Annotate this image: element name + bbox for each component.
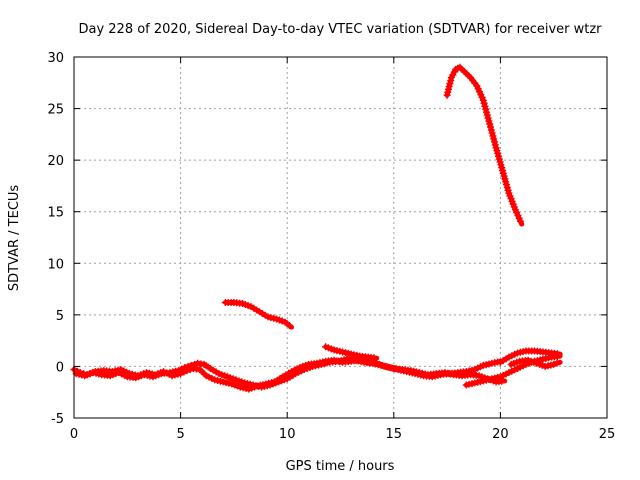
- data-point: [550, 360, 558, 368]
- series-late-low-3: [507, 356, 563, 370]
- x-tick-label: 0: [70, 427, 78, 442]
- series-early-low-2: [72, 355, 503, 391]
- x-tick-label: 20: [492, 427, 509, 442]
- y-tick-label: 5: [56, 309, 64, 324]
- data-point: [178, 365, 186, 373]
- data-point: [184, 362, 192, 370]
- data-point: [187, 361, 195, 369]
- y-tick-label: 25: [47, 103, 64, 118]
- x-tick-label: 15: [386, 427, 403, 442]
- data-point: [553, 359, 561, 367]
- chart-title: Day 228 of 2020, Sidereal Day-to-day VTE…: [78, 22, 602, 37]
- x-axis-label: GPS time / hours: [286, 459, 395, 474]
- series-late-low-2: [496, 347, 563, 366]
- data-point: [285, 322, 293, 329]
- y-tick-label: 0: [56, 360, 64, 375]
- data-point: [498, 377, 506, 385]
- data-point: [553, 350, 561, 358]
- y-tick-label: 10: [47, 257, 64, 272]
- data-point: [175, 367, 182, 375]
- series-hump-12: [322, 343, 380, 362]
- y-tick-label: -5: [51, 412, 64, 427]
- y-tick-label: 20: [47, 154, 64, 169]
- y-tick-label: 30: [47, 51, 64, 66]
- data-point: [191, 360, 198, 368]
- series-high-arc: [443, 63, 525, 227]
- data-point: [370, 354, 378, 362]
- x-tick-label: 25: [599, 427, 616, 442]
- data-points: [70, 63, 563, 393]
- series-mid-arc: [221, 299, 294, 330]
- y-axis-label: SDTVAR / TECUs: [7, 185, 22, 292]
- data-point: [516, 217, 524, 225]
- y-tick-label: 15: [47, 206, 64, 221]
- grid-lines: [74, 57, 607, 418]
- axis-ticks: 0 5 10 15 20 25 -5 0 5 10 15 20 25 30: [47, 51, 615, 442]
- data-point: [181, 364, 189, 371]
- x-tick-label: 5: [176, 427, 184, 442]
- x-tick-label: 10: [279, 427, 296, 442]
- plot-frame: [73, 56, 608, 419]
